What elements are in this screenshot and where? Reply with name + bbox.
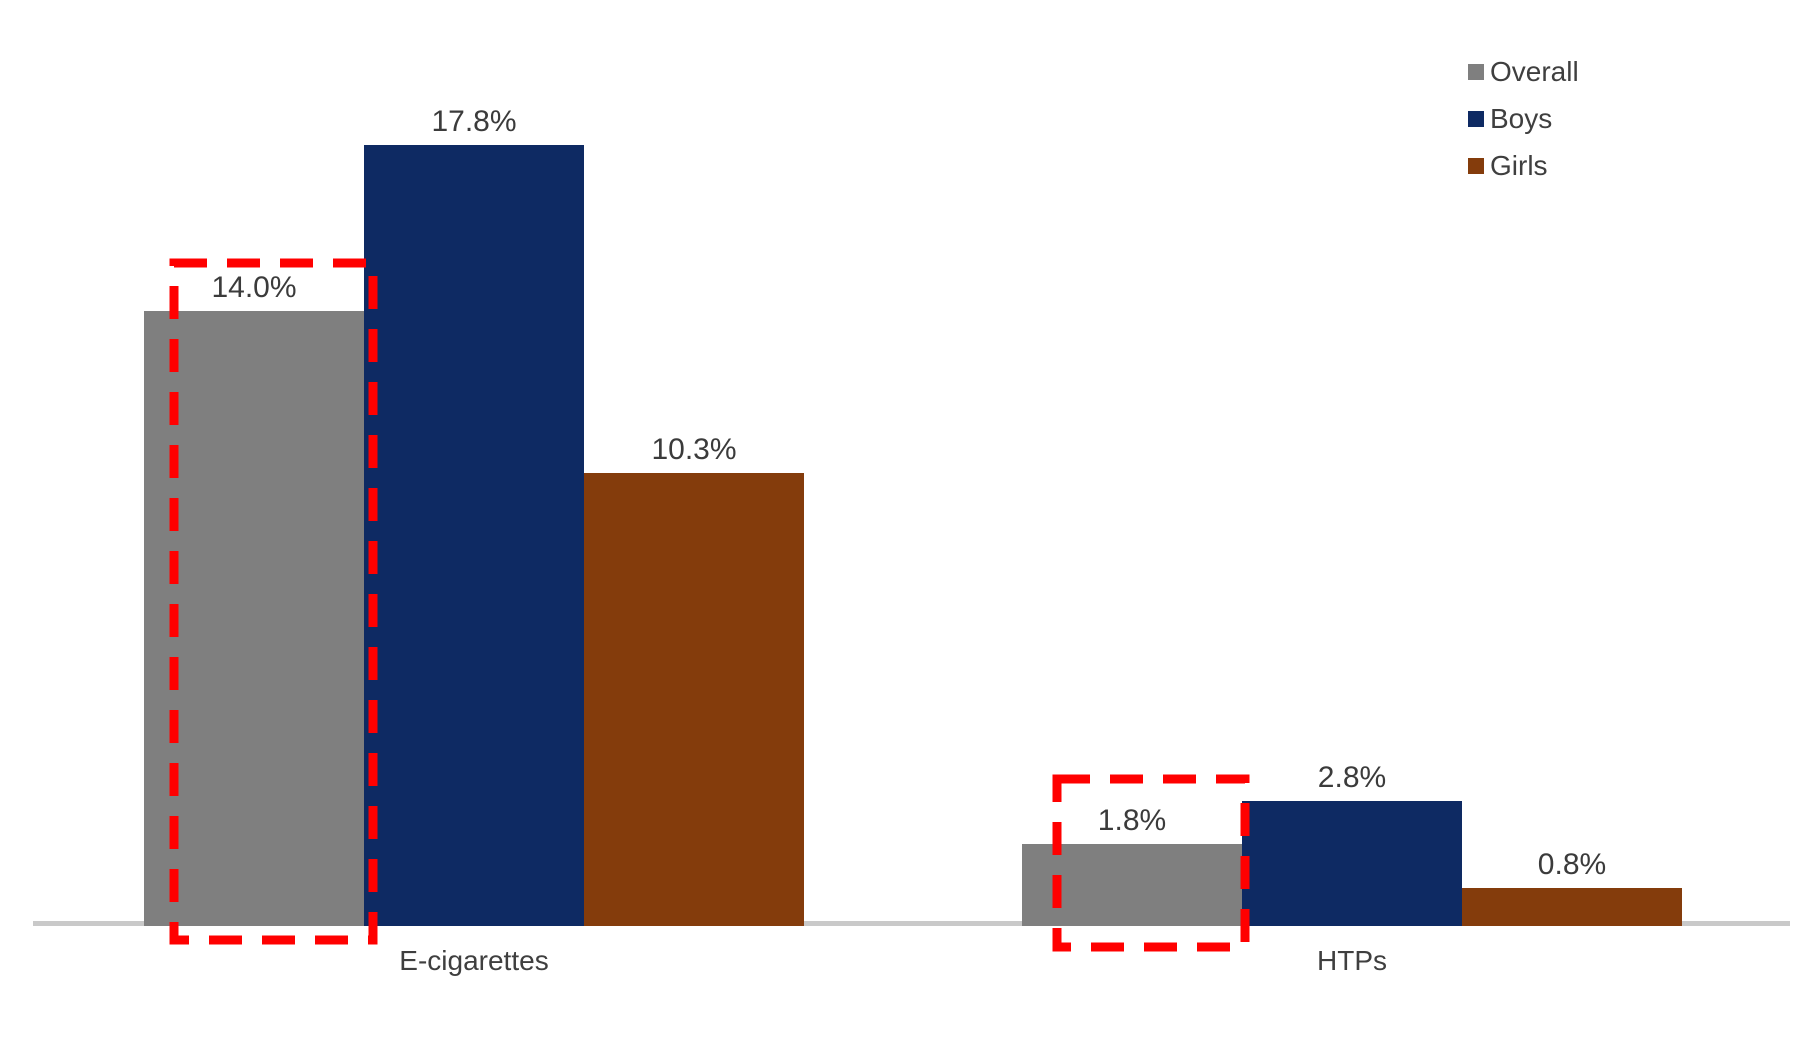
legend-label: Girls bbox=[1490, 150, 1548, 181]
bar-overall-e-cigarettes bbox=[144, 311, 364, 926]
value-label-girls-htps: 0.8% bbox=[1537, 848, 1607, 881]
bar-overall-htps bbox=[1022, 844, 1242, 926]
value-label-overall-e-cigarettes: 14.0% bbox=[211, 271, 297, 304]
value-label-overall-htps: 1.8% bbox=[1097, 804, 1167, 837]
value-label-girls-e-cigarettes: 10.3% bbox=[651, 433, 737, 466]
legend: Overall Boys Girls bbox=[1468, 55, 1579, 196]
legend-label: Overall bbox=[1490, 56, 1579, 87]
bar-boys-htps bbox=[1242, 801, 1462, 926]
category-label-htps: HTPs bbox=[1317, 945, 1387, 976]
legend-swatch-overall bbox=[1468, 63, 1484, 80]
category-label-e-cigarettes: E-cigarettes bbox=[399, 945, 549, 976]
legend-swatch-girls bbox=[1468, 157, 1484, 174]
bar-girls-e-cigarettes bbox=[584, 473, 804, 926]
bar-boys-e-cigarettes bbox=[364, 145, 584, 926]
x-axis-line bbox=[33, 921, 1790, 926]
legend-label: Boys bbox=[1490, 103, 1553, 134]
legend-swatch-boys bbox=[1468, 110, 1484, 127]
bar-girls-htps bbox=[1462, 888, 1682, 926]
value-label-boys-htps: 2.8% bbox=[1317, 761, 1387, 794]
legend-item-boys: Boys bbox=[1468, 102, 1579, 135]
legend-item-overall: Overall bbox=[1468, 55, 1579, 88]
legend-item-girls: Girls bbox=[1468, 149, 1579, 182]
value-label-boys-e-cigarettes: 17.8% bbox=[431, 105, 517, 138]
